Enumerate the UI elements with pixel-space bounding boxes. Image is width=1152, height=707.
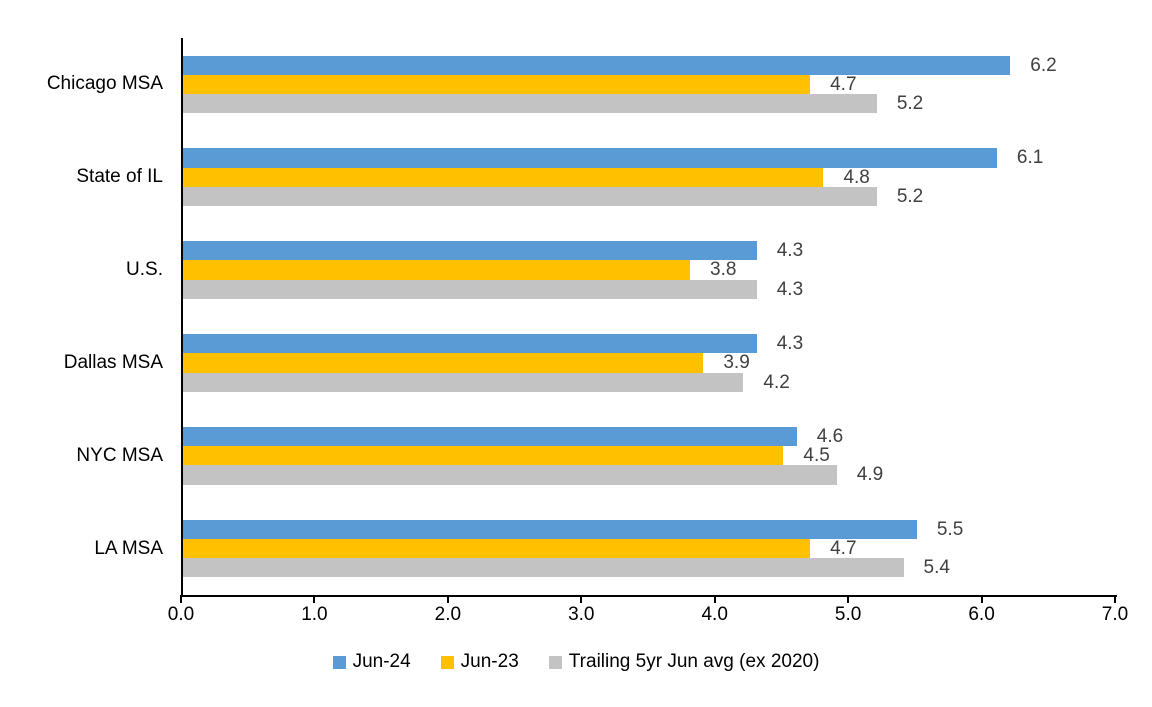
bar-trailing-5yr-jun-avg-ex-2020-dallas-msa bbox=[183, 372, 744, 392]
value-label-trailing-5yr-jun-avg-ex-2020-la-msa: 5.4 bbox=[923, 557, 950, 579]
bar-trailing-5yr-jun-avg-ex-2020-u-s bbox=[183, 279, 757, 299]
value-label-trailing-5yr-jun-avg-ex-2020-chicago-msa: 5.2 bbox=[896, 93, 924, 115]
legend-item-trailing-5yr-jun-avg-ex-2020: Trailing 5yr Jun avg (ex 2020) bbox=[548, 651, 820, 673]
x-axis-tick-label: 4.0 bbox=[701, 604, 728, 625]
value-label-trailing-5yr-jun-avg-ex-2020-dallas-msa: 4.2 bbox=[763, 371, 790, 393]
category-label-la-msa: LA MSA bbox=[94, 537, 163, 559]
legend-swatch-jun-23-icon bbox=[440, 655, 454, 669]
bar-jun-23-dallas-msa bbox=[183, 353, 704, 373]
category-label-u-s: U.S. bbox=[126, 259, 163, 281]
category-label-chicago-msa: Chicago MSA bbox=[46, 73, 163, 95]
bar-jun-24-nyc-msa bbox=[183, 426, 797, 447]
category-label-dallas-msa: Dallas MSA bbox=[63, 351, 163, 373]
bar-jun-23-nyc-msa bbox=[183, 446, 784, 466]
value-label-jun-24-chicago-msa: 6.2 bbox=[1030, 54, 1057, 76]
bar-trailing-5yr-jun-avg-ex-2020-state-of-il bbox=[183, 186, 877, 207]
x-axis-tick-label: 1.0 bbox=[301, 604, 328, 625]
value-label-trailing-5yr-jun-avg-ex-2020-nyc-msa: 4.9 bbox=[856, 464, 884, 486]
bar-jun-23-u-s bbox=[183, 260, 691, 280]
x-axis-tick-label: 3.0 bbox=[568, 604, 595, 625]
value-label-jun-24-state-of-il: 6.1 bbox=[1016, 147, 1044, 169]
legend-swatch-jun-24-icon bbox=[332, 655, 346, 669]
legend-item-jun-24: Jun-24 bbox=[332, 651, 411, 673]
value-label-jun-23-u-s: 3.8 bbox=[710, 259, 737, 281]
legend: Jun-24 Jun-23 Trailing 5yr Jun avg (ex 202… bbox=[0, 651, 1152, 673]
x-axis-tick-label: 6.0 bbox=[968, 604, 995, 625]
value-label-trailing-5yr-jun-avg-ex-2020-u-s: 4.3 bbox=[776, 278, 804, 300]
bar-jun-23-state-of-il bbox=[183, 167, 824, 187]
value-label-jun-24-nyc-msa: 4.6 bbox=[816, 425, 844, 447]
value-label-jun-23-la-msa: 4.7 bbox=[830, 537, 857, 559]
value-label-jun-23-state-of-il: 4.8 bbox=[843, 166, 870, 188]
bar-trailing-5yr-jun-avg-ex-2020-nyc-msa bbox=[183, 465, 837, 485]
category-axis: Chicago MSA State of IL U.S. Dallas MSA NYC … bbox=[0, 38, 163, 595]
value-label-jun-24-la-msa: 5.5 bbox=[936, 518, 964, 540]
value-label-trailing-5yr-jun-avg-ex-2020-state-of-il: 5.2 bbox=[896, 185, 924, 207]
x-axis-tick-label: 0.0 bbox=[167, 604, 195, 625]
bar-jun-23-chicago-msa bbox=[183, 74, 811, 94]
bar-jun-24-la-msa bbox=[183, 519, 917, 539]
bar-jun-24-dallas-msa bbox=[183, 334, 757, 354]
plot-area: 6.2 4.7 5.2 6.1 4.8 5.2 4.3 3.8 4.3 4.3 3.9 4.2 4.6 4… bbox=[181, 38, 1117, 597]
legend-swatch-trailing-5yr-jun-avg-ex-2020-icon bbox=[548, 655, 562, 669]
bar-jun-24-state-of-il bbox=[183, 148, 997, 168]
x-axis-tick-label: 7.0 bbox=[1101, 604, 1129, 625]
x-axis-tick-label: 5.0 bbox=[834, 604, 862, 625]
bar-jun-24-chicago-msa bbox=[183, 55, 1011, 75]
value-label-jun-24-dallas-msa: 4.3 bbox=[776, 333, 804, 355]
value-label-jun-24-u-s: 4.3 bbox=[776, 240, 804, 262]
value-label-jun-23-nyc-msa: 4.5 bbox=[803, 445, 830, 467]
legend-item-jun-23: Jun-23 bbox=[440, 651, 519, 673]
bar-jun-23-la-msa bbox=[183, 538, 811, 559]
legend-label-trailing-5yr-jun-avg-ex-2020: Trailing 5yr Jun avg (ex 2020) bbox=[568, 651, 820, 672]
bar-trailing-5yr-jun-avg-ex-2020-la-msa bbox=[183, 558, 904, 578]
bar-jun-24-u-s bbox=[183, 241, 757, 261]
value-label-jun-23-dallas-msa: 3.9 bbox=[723, 352, 750, 374]
legend-label-jun-24: Jun-24 bbox=[352, 651, 411, 672]
x-axis-tick-label: 2.0 bbox=[434, 604, 462, 625]
legend-label-jun-23: Jun-23 bbox=[460, 651, 519, 672]
category-label-nyc-msa: NYC MSA bbox=[76, 444, 163, 466]
value-label-jun-23-chicago-msa: 4.7 bbox=[830, 73, 857, 95]
category-label-state-of-il: State of IL bbox=[76, 166, 163, 188]
bar-trailing-5yr-jun-avg-ex-2020-chicago-msa bbox=[183, 94, 877, 114]
